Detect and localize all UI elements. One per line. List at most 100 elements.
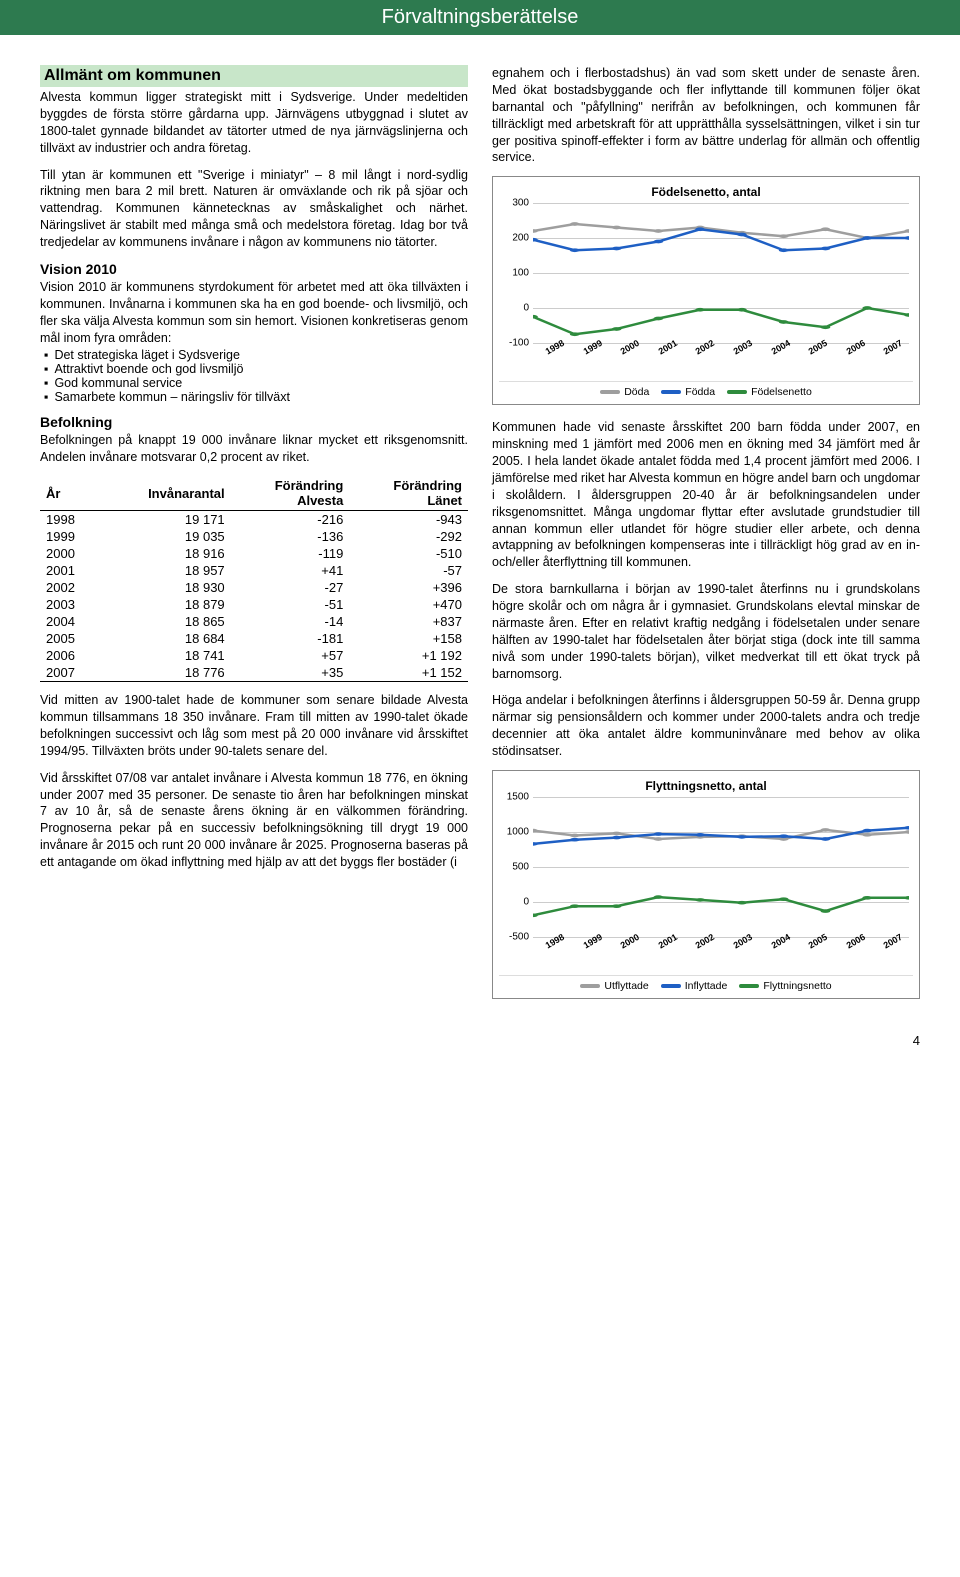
legend-item: Inflyttade [661,980,728,992]
table-cell: 1998 [40,511,100,529]
right-column: egnahem och i flerbostadshus) än vad som… [492,65,920,1013]
header-bar: Förvaltningsberättelse [0,0,960,35]
para-left-5: Vid mitten av 1900-talet hade de kommune… [40,692,468,760]
table-cell: -57 [349,562,468,579]
table-cell: +41 [231,562,350,579]
legend-item: Födda [661,386,715,398]
y-axis-label: -100 [499,338,529,349]
table-cell: +837 [349,613,468,630]
table-header: FörändringAlvesta [231,476,350,511]
para-right-3: De stora barnkullarna i början av 1990-t… [492,581,920,682]
page-content: Allmänt om kommunen Alvesta kommun ligge… [0,35,960,1033]
legend-swatch [580,984,600,988]
table-header: FörändringLänet [349,476,468,511]
table-row: 200218 930-27+396 [40,579,468,596]
y-axis-label: 500 [499,861,529,872]
legend-item: Döda [600,386,649,398]
page-number: 4 [0,1033,960,1068]
table-cell: 19 171 [100,511,230,529]
para-right-1: egnahem och i flerbostadshus) än vad som… [492,65,920,166]
para-left-4: Befolkningen på knappt 19 000 invånare l… [40,432,468,466]
y-axis-label: 0 [499,303,529,314]
table-cell: 18 776 [100,664,230,682]
table-header: Invånarantal [100,476,230,511]
para-right-4: Höga andelar i befolkningen återfinns i … [492,692,920,760]
bullet-item: God kommunal service [44,376,468,390]
table-cell: +35 [231,664,350,682]
legend-swatch [739,984,759,988]
chart-line-födda [533,230,909,251]
table-cell: 2001 [40,562,100,579]
table-cell: 2004 [40,613,100,630]
table-row: 200718 776+35+1 152 [40,664,468,682]
table-cell: 1999 [40,528,100,545]
chart-fodelsenetto: Födelsenetto, antal3002001000-1001998199… [492,176,920,405]
table-row: 200318 879-51+470 [40,596,468,613]
table-cell: +158 [349,630,468,647]
y-axis-label: 0 [499,896,529,907]
table-row: 200518 684-181+158 [40,630,468,647]
legend-swatch [661,984,681,988]
legend-label: Flyttningsnetto [763,980,831,992]
para-left-1: Alvesta kommun ligger strategiskt mitt i… [40,89,468,157]
para-left-2: Till ytan är kommunen ett "Sverige i min… [40,167,468,251]
table-row: 200118 957+41-57 [40,562,468,579]
table-cell: -510 [349,545,468,562]
legend-item: Födelsenetto [727,386,812,398]
table-cell: -181 [231,630,350,647]
vision-bullets: Det strategiska läget i SydsverigeAttrak… [40,348,468,404]
y-axis-label: 1000 [499,826,529,837]
legend-swatch [600,390,620,394]
table-row: 199819 171-216-943 [40,511,468,529]
bullet-item: Samarbete kommun – näringsliv för tillvä… [44,390,468,404]
bullet-item: Det strategiska läget i Sydsverige [44,348,468,362]
chart-line-flyttningsnetto [533,897,909,915]
table-cell: 18 865 [100,613,230,630]
table-row: 200618 741+57+1 192 [40,647,468,664]
table-cell: -943 [349,511,468,529]
population-table: ÅrInvånarantalFörändringAlvestaFörändrin… [40,476,468,682]
legend-item: Utflyttade [580,980,648,992]
x-axis: 1998199920002001200220032004200520062007 [533,347,909,363]
chart-legend: Döda Födda Födelsenetto [499,381,913,398]
y-axis-label: 200 [499,233,529,244]
table-cell: 18 930 [100,579,230,596]
chart-line-födelsenetto [533,308,909,334]
legend-label: Födda [685,386,715,398]
table-cell: -27 [231,579,350,596]
heading-vision: Vision 2010 [40,261,468,277]
table-cell: 18 741 [100,647,230,664]
table-cell: 2006 [40,647,100,664]
table-cell: 2002 [40,579,100,596]
table-cell: 2003 [40,596,100,613]
table-cell: +470 [349,596,468,613]
table-cell: 2007 [40,664,100,682]
legend-item: Flyttningsnetto [739,980,831,992]
y-axis-label: 1500 [499,791,529,802]
legend-label: Födelsenetto [751,386,812,398]
table-cell: +1 152 [349,664,468,682]
table-cell: 2005 [40,630,100,647]
table-cell: -14 [231,613,350,630]
table-cell: -216 [231,511,350,529]
para-right-2: Kommunen hade vid senaste årsskiftet 200… [492,419,920,571]
chart-flyttningsnetto: Flyttningsnetto, antal150010005000-50019… [492,770,920,999]
para-left-3: Vision 2010 är kommunens styrdokument fö… [40,279,468,347]
table-cell: +57 [231,647,350,664]
table-cell: -119 [231,545,350,562]
table-row: 200018 916-119-510 [40,545,468,562]
table-cell: 18 684 [100,630,230,647]
legend-label: Inflyttade [685,980,728,992]
table-cell: 18 916 [100,545,230,562]
bullet-item: Attraktivt boende och god livsmiljö [44,362,468,376]
chart-area: 150010005000-500 [533,797,909,937]
table-cell: -51 [231,596,350,613]
para-left-6: Vid årsskiftet 07/08 var antalet invånar… [40,770,468,871]
heading-befolkning: Befolkning [40,414,468,430]
table-cell: 2000 [40,545,100,562]
legend-label: Utflyttade [604,980,648,992]
legend-swatch [727,390,747,394]
y-axis-label: 300 [499,198,529,209]
x-axis: 1998199920002001200220032004200520062007 [533,941,909,957]
chart-title: Födelsenetto, antal [499,185,913,199]
